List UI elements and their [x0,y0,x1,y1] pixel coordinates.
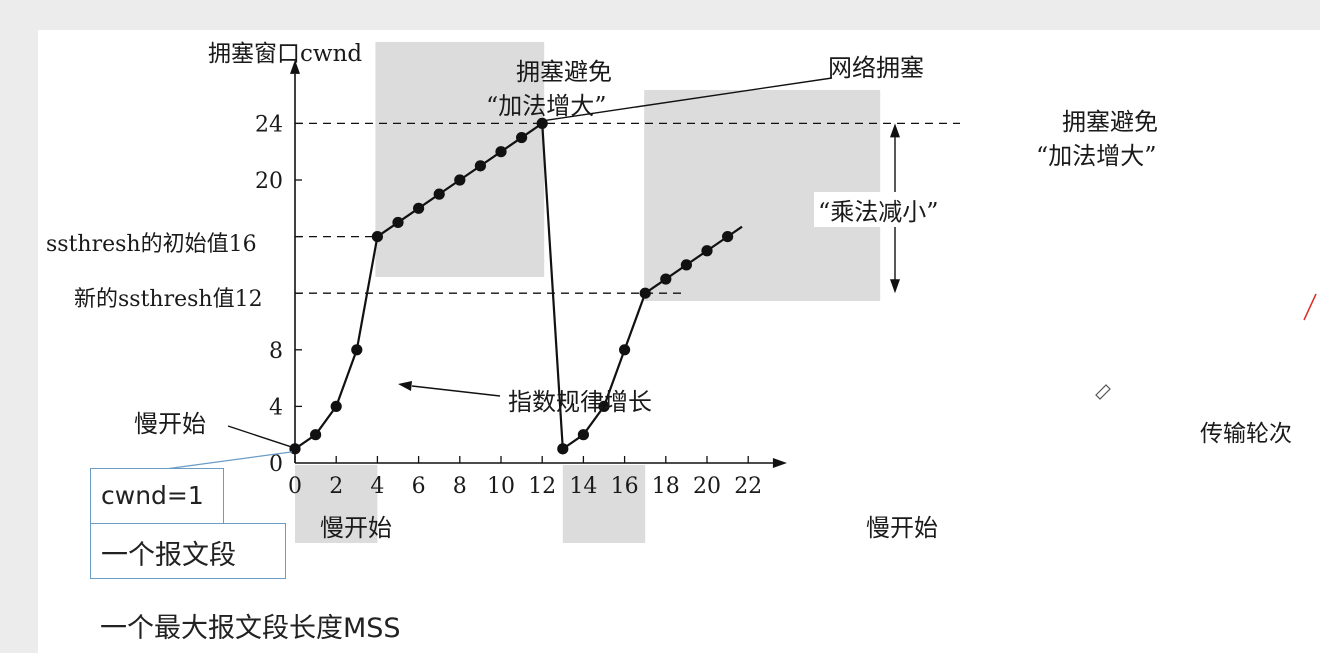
exponential-pointer-head [398,381,412,391]
x-tick-label-20: 20 [693,474,721,499]
data-point-21 [722,231,734,243]
cwnd-note-text: cwnd=1 [101,481,204,510]
cwnd-note-box: cwnd=1 [90,468,224,524]
x-axis-title: 传输轮次 [1200,421,1292,447]
x-tick-label-2: 2 [329,474,343,499]
data-point-3 [351,344,363,356]
data-point-17 [639,287,651,299]
exponential-growth-annotation: 指数规律增长 [508,388,652,416]
avoid-region-1-title: 拥塞避免 [516,58,612,86]
slow-start-pointer-line [227,425,292,448]
data-point-6 [413,202,425,214]
data-point-1 [310,429,322,441]
x-tick-label-22: 22 [734,474,762,499]
pencil-cursor-icon [1095,384,1111,400]
data-point-5 [392,216,404,229]
data-point-18 [660,273,672,285]
data-point-10 [495,146,507,158]
segment-note-box: 一个报文段 [90,523,286,579]
x-tick-label-8: 8 [453,474,467,499]
slow-start-point-annotation: 慢开始 [134,410,206,438]
y-axis-arrow [290,59,300,74]
x-axis-arrow [772,458,787,468]
data-point-0 [289,443,301,455]
x-tick-label-4: 4 [370,474,384,499]
y-tick-label-4: 4 [269,395,283,420]
data-point-2 [330,400,342,412]
decrease-arrow-head-bottom [890,279,900,294]
slow-start-region-2 [562,465,646,543]
data-point-15 [598,400,610,412]
multiplicative-decrease-annotation: “乘法减小” [814,192,943,227]
data-point-11 [516,131,528,144]
x-tick-label-6: 6 [412,474,426,499]
cwnd-note-pointer [157,451,293,471]
avoid-region-2-subtitle: “加法增大” [1036,142,1157,170]
new-ssthresh-label: 新的ssthresh值12 [74,287,263,312]
pen-mark [1303,293,1317,321]
exponential-pointer-line [411,385,501,397]
data-point-9 [474,160,486,172]
data-point-7 [433,188,445,200]
data-point-20 [701,245,713,257]
slow-start-region-1 [295,465,378,543]
y-tick-label-20: 20 [255,169,283,194]
mss-note: 一个最大报文段长度MSS [100,613,401,644]
avoid-region-1 [375,42,545,277]
x-tick-label-12: 12 [528,474,556,499]
data-point-4 [371,231,383,243]
congestion-annotation: 网络拥塞 [828,54,924,82]
data-point-19 [680,259,693,271]
data-point-8 [454,174,466,186]
y-tick-label-24: 24 [255,112,283,137]
data-point-13 [557,443,569,455]
y-tick-label-0: 0 [269,452,283,477]
initial-ssthresh-label: ssthresh的初始值16 [46,232,257,257]
avoid-region-1-subtitle: “加法增大” [486,92,607,120]
data-point-16 [619,344,631,356]
data-point-14 [577,429,590,441]
chart-canvas: 0 2 4 6 8 10 12 14 16 18 20 22 0 4 8 20 24 拥塞窗口cwnd 传输轮次… [38,30,1320,653]
congestion-pointer-line [545,77,833,122]
slow-start-region-2-label: 慢开始 [866,514,938,542]
decrease-arrow-head-top [890,123,900,138]
segment-note-text: 一个报文段 [101,540,236,571]
x-tick-label-18: 18 [652,474,680,499]
x-tick-label-16: 16 [611,474,639,499]
y-axis-title: 拥塞窗口cwnd [208,41,363,67]
slow-start-region-1-label: 慢开始 [320,514,392,542]
avoid-region-2-title: 拥塞避免 [1062,108,1158,136]
x-tick-label-10: 10 [487,474,515,499]
x-tick-label-14: 14 [569,474,597,499]
data-point-12 [536,117,548,129]
x-tick-label-0: 0 [288,474,302,499]
y-tick-label-8: 8 [269,339,283,364]
